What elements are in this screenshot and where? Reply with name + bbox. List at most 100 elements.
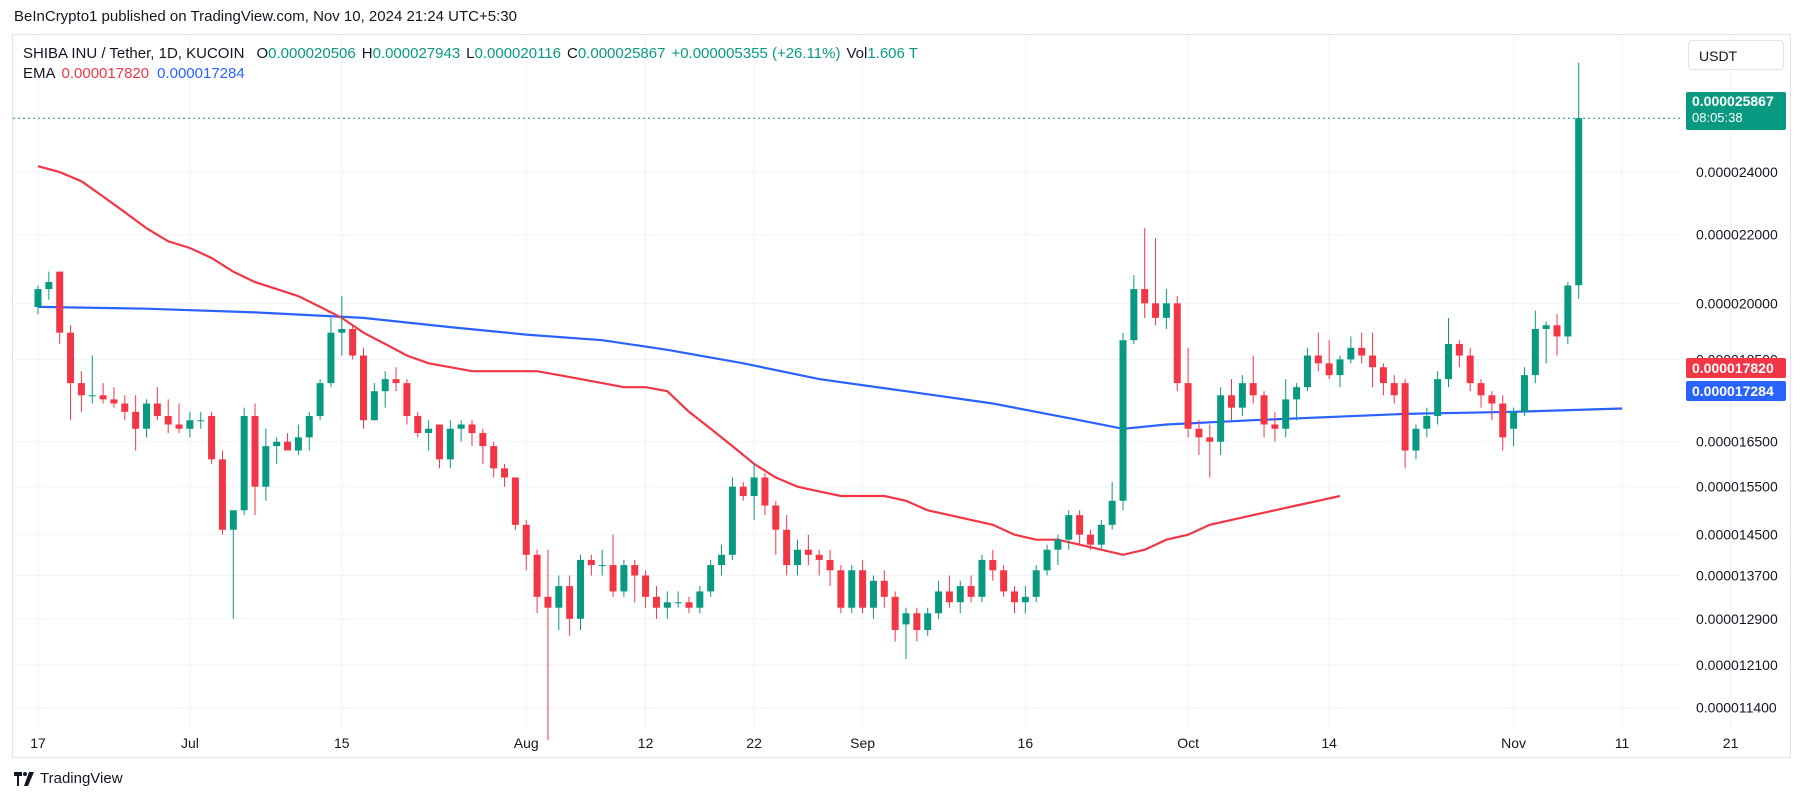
- candle: [186, 411, 194, 438]
- y-tick-label: 0.000014500: [1696, 527, 1778, 543]
- candle: [56, 271, 64, 345]
- published-note: BeInCrypto1 published on TradingView.com…: [14, 8, 517, 25]
- candle-body: [837, 570, 845, 608]
- candle: [728, 477, 736, 560]
- candle: [1466, 347, 1474, 392]
- candle: [544, 549, 552, 740]
- candle: [566, 575, 574, 636]
- candle: [685, 596, 693, 614]
- candle-body: [815, 554, 823, 560]
- candle: [262, 428, 270, 501]
- candle-body: [511, 477, 519, 525]
- candle: [587, 554, 595, 576]
- candle: [1553, 314, 1561, 356]
- candle: [218, 450, 226, 535]
- y-tick-label: 0.000015500: [1696, 479, 1778, 495]
- candle: [674, 591, 682, 608]
- candle-body: [978, 559, 986, 597]
- candle: [67, 325, 75, 421]
- y-tick-label: 0.000013700: [1696, 568, 1778, 584]
- candle: [859, 559, 867, 614]
- x-tick-label: 17: [30, 735, 46, 751]
- candle-body: [1260, 395, 1268, 425]
- candle-body: [1477, 383, 1485, 396]
- candle-body: [1065, 515, 1073, 540]
- candle: [1271, 411, 1279, 442]
- candle-body: [1531, 328, 1539, 376]
- candle: [967, 575, 975, 603]
- candle-body: [316, 383, 324, 417]
- candle-body: [1466, 355, 1474, 384]
- candle: [707, 559, 715, 597]
- candle-body: [913, 613, 921, 631]
- candle-body: [1076, 515, 1084, 535]
- candle: [1086, 529, 1094, 550]
- tradingview-brand[interactable]: TradingView: [14, 770, 123, 787]
- candle: [1488, 391, 1496, 421]
- candle: [1390, 375, 1398, 404]
- candle: [164, 399, 172, 434]
- candle: [935, 580, 943, 619]
- candle-body: [240, 416, 248, 511]
- candle-body: [1271, 424, 1279, 429]
- grid: [13, 36, 1732, 728]
- candle: [1564, 282, 1572, 345]
- x-tick-label: Oct: [1177, 735, 1199, 751]
- candle: [99, 383, 107, 404]
- high-label: H: [361, 45, 373, 62]
- candle-body: [1347, 347, 1355, 360]
- candle-body: [642, 575, 650, 597]
- y-axis: 0.000024000 0.000022000 0.000020000 0.00001…: [1696, 164, 1778, 716]
- candle: [403, 379, 411, 425]
- candle-body: [34, 289, 42, 307]
- candle-body: [305, 416, 313, 438]
- candle-body: [1097, 524, 1105, 545]
- candle: [273, 437, 281, 464]
- candle-body: [262, 446, 270, 487]
- candle-body: [1455, 344, 1463, 356]
- candle: [1195, 420, 1203, 455]
- candle: [1325, 340, 1333, 380]
- candle-body: [544, 596, 552, 608]
- candle-body: [208, 416, 216, 460]
- candle-body: [294, 437, 302, 451]
- candle-body: [490, 446, 498, 469]
- candle: [1303, 347, 1311, 392]
- candle: [783, 515, 791, 576]
- candle-body: [1282, 399, 1290, 429]
- candle: [370, 383, 378, 421]
- currency-button[interactable]: USDT: [1688, 40, 1784, 70]
- volume-value: 1.606 T: [867, 45, 918, 62]
- candle-body: [902, 613, 910, 625]
- candle-body: [804, 549, 812, 555]
- candle-body: [1000, 570, 1008, 592]
- candle: [1434, 371, 1442, 425]
- candle-body: [251, 416, 259, 487]
- candle-body: [1314, 355, 1322, 364]
- candle: [1152, 238, 1160, 326]
- brand-name: TradingView: [40, 770, 123, 787]
- chart-frame[interactable]: [12, 34, 1791, 758]
- candle: [739, 482, 747, 501]
- x-tick-label: 14: [1321, 735, 1337, 751]
- candle-body: [577, 559, 584, 619]
- candles: [34, 62, 1583, 740]
- candle-body: [652, 596, 660, 608]
- candle: [1445, 317, 1452, 388]
- candle-body: [663, 602, 671, 608]
- candle-body: [587, 559, 595, 566]
- candle: [1065, 510, 1073, 550]
- ema-label[interactable]: EMA: [23, 65, 56, 82]
- candle-body: [1423, 416, 1431, 429]
- symbol-name[interactable]: SHIBA INU / Tether, 1D, KUCOIN: [23, 45, 245, 62]
- candle-body: [522, 524, 530, 555]
- candle: [229, 510, 237, 619]
- candle-body: [1054, 539, 1062, 550]
- candle: [1477, 379, 1485, 408]
- candle-body: [1228, 395, 1235, 408]
- candle-body: [696, 591, 704, 608]
- candle: [284, 433, 292, 451]
- candle: [555, 575, 563, 631]
- candle: [1249, 355, 1257, 404]
